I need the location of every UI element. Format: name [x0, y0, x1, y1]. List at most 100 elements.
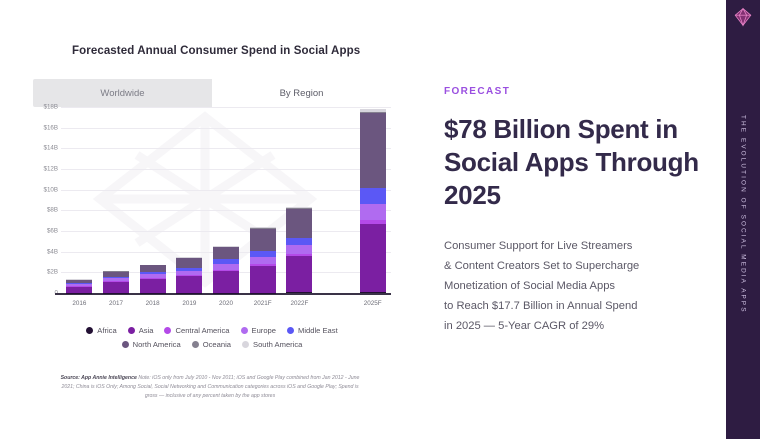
legend-row-2: North America Oceania South America — [33, 340, 391, 349]
bar-segment — [249, 265, 276, 293]
bar-segment — [286, 207, 313, 209]
article-headline: $78 Billion Spent in Social Apps Through… — [444, 114, 699, 210]
bar-group — [244, 107, 281, 293]
x-axis-label: 2019 — [182, 300, 197, 307]
gridline — [61, 169, 391, 170]
bar-segment — [103, 281, 129, 283]
tab-by-region[interactable]: By Region — [212, 79, 391, 107]
legend-item[interactable]: North America — [121, 340, 181, 349]
legend-color-swatch — [191, 341, 199, 348]
legend-label: Oceania — [202, 340, 232, 349]
bar-segment — [66, 283, 93, 284]
legend-color-swatch — [164, 327, 172, 334]
legend-item[interactable]: Asia — [127, 326, 154, 335]
bar-segment — [213, 269, 240, 272]
x-axis-label: 2025F — [363, 300, 382, 307]
chart-footnote: Source: App Annie Intelligence Note: iOS… — [60, 374, 360, 401]
bar-segment — [176, 276, 203, 293]
y-axis-tick: $10B — [43, 186, 58, 194]
article-body-line: Monetization of Social Media Apps — [444, 280, 616, 293]
bar-segment — [213, 246, 240, 260]
bar-segment — [249, 256, 276, 264]
legend-label: Asia — [138, 326, 154, 335]
chart-bars — [61, 107, 391, 293]
bar-segment — [176, 258, 203, 269]
legend-color-swatch — [127, 327, 135, 334]
article-body: Consumer Support for Live Streamers & Con… — [444, 237, 706, 337]
bar-segment — [213, 259, 240, 264]
x-axis: 2016 2017 2018 2019 2020 2021F 2022F 2025F — [61, 296, 391, 310]
bar-segment — [286, 208, 313, 238]
bar-segment — [359, 220, 386, 224]
gridline — [61, 107, 391, 108]
bar-segment — [139, 272, 166, 275]
legend-item[interactable]: Africa — [86, 326, 117, 335]
article-body-line: in 2025 — 5-Year CAGR of 29% — [444, 320, 605, 332]
stacked-bar — [286, 207, 313, 293]
stacked-bar — [139, 264, 166, 293]
x-axis-label — [318, 296, 355, 310]
bar-segment — [66, 283, 93, 286]
legend-item[interactable]: Europe — [240, 326, 277, 335]
legend-label: North America — [132, 340, 181, 349]
bar-segment — [359, 188, 386, 205]
footnote-source: Source: App Annie Intelligence — [60, 375, 137, 381]
tab-worldwide[interactable]: Worldwide — [33, 79, 212, 107]
gridline — [61, 231, 391, 232]
gridline — [61, 127, 391, 129]
gridline — [61, 148, 391, 150]
x-axis-label: 2017 — [109, 300, 124, 307]
x-axis-label: 2021F — [253, 300, 272, 307]
chart-panel: Forecasted Annual Consumer Spend in Soci… — [33, 45, 391, 401]
bar-segment — [103, 278, 129, 282]
legend-label: Middle East — [298, 326, 338, 335]
article-body-line: & Content Creators Set to Supercharge — [444, 260, 640, 273]
bar-segment — [286, 208, 313, 209]
y-axis-tick: $8B — [46, 206, 58, 214]
legend-color-swatch — [242, 341, 250, 348]
legend-label: Europe — [251, 326, 277, 335]
legend-item[interactable]: South America — [242, 340, 302, 349]
bar-segment — [249, 250, 276, 257]
footnote-note: Note: iOS only from July 2010 - Nov 2011… — [61, 375, 360, 400]
stacked-bar — [249, 227, 276, 293]
bar-segment — [139, 274, 166, 278]
y-axis-tick: $4B — [46, 248, 58, 256]
legend-color-swatch — [86, 327, 94, 334]
article-body-line: Consumer Support for Live Streamers — [444, 240, 633, 253]
bar-segment — [359, 291, 386, 293]
bar-segment — [286, 292, 313, 293]
gridline — [61, 189, 391, 191]
bar-segment — [139, 265, 166, 273]
bar-segment — [359, 112, 386, 189]
bar-segment — [176, 270, 203, 276]
bar-group — [171, 107, 208, 293]
gridline — [61, 210, 391, 212]
bar-segment — [286, 244, 313, 254]
legend-color-swatch — [121, 341, 129, 348]
chart-title: Forecasted Annual Consumer Spend in Soci… — [72, 45, 361, 57]
chart-tabs[interactable]: Worldwide By Region — [33, 79, 391, 107]
bar-group — [281, 107, 318, 293]
bar-segment — [286, 237, 313, 245]
bar-group — [318, 107, 355, 293]
legend-color-swatch — [240, 327, 248, 334]
legend-item[interactable]: Middle East — [287, 326, 338, 335]
bar-segment — [176, 268, 203, 271]
bar-segment — [213, 271, 240, 293]
bar-segment — [249, 228, 276, 251]
bar-segment — [139, 278, 166, 293]
stacked-bar — [66, 279, 93, 293]
bar-group — [98, 107, 135, 293]
legend-item[interactable]: Central America — [164, 326, 230, 335]
diamond-logo-icon — [734, 7, 752, 27]
bar-group — [134, 107, 171, 293]
y-axis-tick: $12B — [43, 165, 58, 173]
article-eyebrow: FORECAST — [444, 86, 511, 97]
bar-group — [354, 107, 391, 293]
chart-plot-area: $18B$16B$14B$12B$10B$8B$6B$4B$2B0 201620… — [33, 104, 391, 307]
legend-item[interactable]: Oceania — [191, 340, 232, 349]
bar-segment — [213, 246, 240, 247]
right-rail: THE EVOLUTION OF SOCIAL MEDIA APPS — [726, 0, 760, 439]
rail-vertical-text: THE EVOLUTION OF SOCIAL MEDIA APPS — [739, 115, 747, 314]
